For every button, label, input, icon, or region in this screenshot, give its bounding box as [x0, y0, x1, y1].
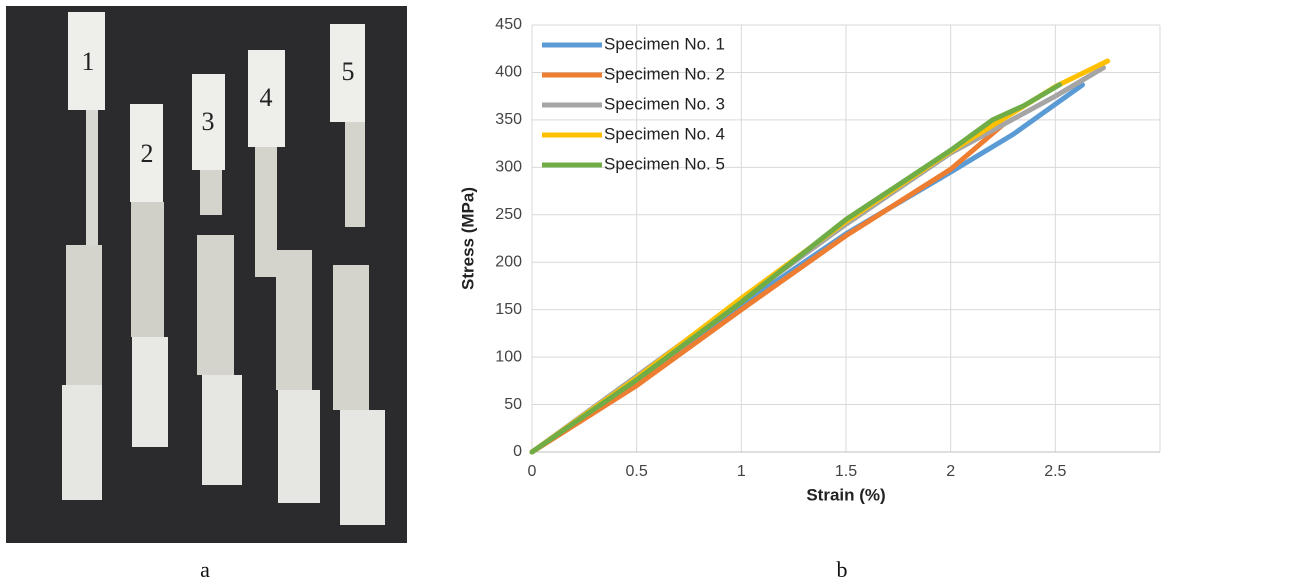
- y-tick-label: 50: [504, 396, 522, 413]
- y-tick-label: 100: [495, 348, 522, 365]
- tab: [330, 24, 365, 122]
- tab: [202, 375, 242, 485]
- legend-label: Specimen No. 3: [604, 94, 725, 113]
- strip: [333, 265, 369, 410]
- legend-label: Specimen No. 2: [604, 64, 725, 83]
- tab: [130, 104, 163, 202]
- y-tick-label: 400: [495, 64, 522, 81]
- photo: 1 2 3 4 5: [6, 6, 407, 543]
- x-tick-label: 1: [737, 463, 746, 480]
- legend-label: Specimen No. 1: [604, 34, 725, 53]
- strip: [345, 122, 365, 227]
- y-tick-label: 250: [495, 206, 522, 223]
- series-line: [529, 122, 1006, 455]
- specimen-label: 3: [202, 107, 215, 136]
- legend-label: Specimen No. 4: [604, 124, 725, 143]
- series-line: [529, 82, 1063, 455]
- chart: 0 50 100 150 200 250 300 350 400 450 0 0.5 1 1.5 2 2.5 S…: [458, 16, 1161, 504]
- specimen-label: 5: [342, 57, 355, 86]
- x-axis-title: Strain (%): [806, 485, 885, 504]
- tab: [192, 74, 225, 170]
- x-tick-label: 1.5: [835, 463, 857, 480]
- y-tick-label: 350: [495, 111, 522, 128]
- tab: [248, 50, 285, 147]
- tab: [340, 410, 385, 525]
- specimen-label: 1: [82, 47, 95, 76]
- x-tick-label: 0: [528, 463, 537, 480]
- y-tick-label: 200: [495, 253, 522, 270]
- x-tick-label: 0.5: [626, 463, 648, 480]
- specimen-label: 2: [141, 139, 154, 168]
- tab: [132, 337, 168, 447]
- y-tick-label: 0: [513, 443, 522, 460]
- y-tick-label: 150: [495, 301, 522, 318]
- x-tick-label: 2.5: [1044, 463, 1066, 480]
- strip: [131, 202, 164, 337]
- legend-label: Specimen No. 5: [604, 154, 725, 173]
- tab: [68, 12, 105, 110]
- panel-label: a: [200, 557, 210, 582]
- strip: [197, 235, 234, 375]
- strip: [66, 245, 102, 385]
- tab: [278, 390, 320, 503]
- x-tick-label: 2: [946, 463, 955, 480]
- strip: [255, 147, 277, 277]
- strip: [276, 250, 312, 390]
- strip: [200, 170, 222, 215]
- y-tick-label: 300: [495, 159, 522, 176]
- y-axis-title: Stress (MPa): [458, 187, 477, 290]
- panel-label: b: [837, 557, 848, 582]
- tab: [62, 385, 102, 500]
- strip: [86, 110, 98, 245]
- specimen-label: 4: [260, 83, 273, 112]
- y-tick-label: 450: [495, 16, 522, 33]
